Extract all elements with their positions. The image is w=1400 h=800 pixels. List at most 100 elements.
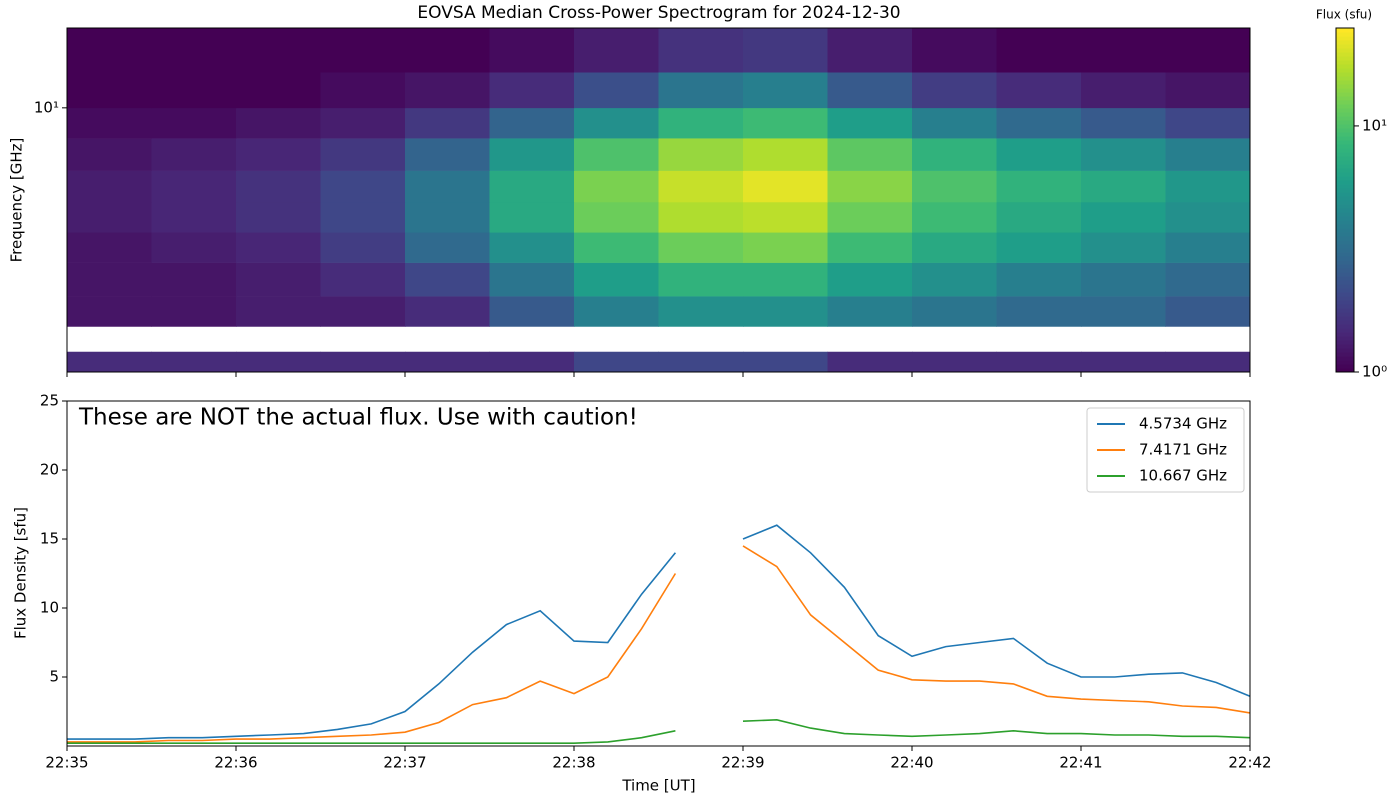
heatmap-cell	[996, 201, 1082, 233]
heatmap-cell	[489, 72, 575, 109]
heatmap-cell	[658, 262, 744, 297]
colorbar-swatch	[1336, 300, 1354, 305]
y-tick-label: 10¹	[34, 98, 59, 116]
colorbar-swatch	[1336, 232, 1354, 237]
colorbar-swatch	[1336, 212, 1354, 217]
heatmap-cell	[489, 351, 575, 373]
heatmap-cell	[912, 201, 997, 233]
y-axis-label: Flux Density [sfu]	[12, 507, 30, 639]
heatmap-cell	[912, 351, 997, 373]
heatmap-cell	[1165, 72, 1251, 109]
x-tick-label: 22:36	[214, 754, 257, 772]
heatmap-cell	[489, 107, 575, 139]
heatmap-cell	[1165, 107, 1251, 139]
colorbar-swatch	[1336, 308, 1354, 313]
heatmap-cell	[320, 170, 406, 203]
heatmap-cell	[996, 232, 1082, 263]
colorbar-swatch	[1336, 288, 1354, 293]
heatmap-cell	[743, 107, 828, 139]
colorbar-swatch	[1336, 204, 1354, 209]
heatmap-cell	[912, 170, 997, 203]
colorbar-tick-label: 10¹	[1362, 116, 1387, 134]
heatmap-cell	[743, 28, 828, 73]
colorbar-swatch	[1336, 276, 1354, 281]
colorbar-swatch	[1336, 152, 1354, 157]
colorbar-swatch	[1336, 280, 1354, 285]
heatmap-cell	[996, 296, 1082, 327]
x-tick-label: 22:41	[1059, 754, 1102, 772]
heatmap-cell	[743, 201, 828, 233]
heatmap-cell	[489, 170, 575, 203]
colorbar-swatch	[1336, 244, 1354, 249]
colorbar-swatch	[1336, 296, 1354, 301]
heatmap-cell	[236, 28, 321, 73]
colorbar-swatch	[1336, 200, 1354, 205]
colorbar-swatch	[1336, 328, 1354, 333]
heatmap-cell	[1165, 170, 1251, 203]
colorbar-swatch	[1336, 340, 1354, 345]
heatmap-cell	[236, 262, 321, 297]
heatmap-cell	[658, 351, 744, 373]
colorbar-swatch	[1336, 272, 1354, 277]
y-tick-label: 15	[40, 530, 59, 548]
heatmap-cell	[320, 138, 406, 171]
heatmap-cell	[405, 28, 490, 73]
colorbar-swatch	[1336, 260, 1354, 265]
colorbar-swatch	[1336, 76, 1354, 81]
colorbar-swatch	[1336, 108, 1354, 113]
heatmap-cell	[658, 107, 744, 139]
heatmap-cell	[1081, 262, 1166, 297]
heatmap-cell	[236, 72, 321, 109]
heatmap-cell	[827, 262, 913, 297]
colorbar-swatch	[1336, 36, 1354, 41]
heatmap-cell	[67, 201, 152, 233]
heatmap-cell	[574, 232, 659, 263]
heatmap-cell	[405, 296, 490, 327]
heatmap-cell	[827, 170, 913, 203]
heatmap-cell	[827, 201, 913, 233]
heatmap-cell	[827, 138, 913, 171]
heatmap-cell	[912, 28, 997, 73]
colorbar-label: Flux (sfu)	[1316, 8, 1372, 22]
y-tick-label: 20	[40, 461, 59, 479]
heatmap-cell	[912, 138, 997, 171]
colorbar-swatch	[1336, 364, 1354, 369]
heatmap-cell	[151, 351, 237, 373]
colorbar-swatch	[1336, 144, 1354, 149]
colorbar-tick-label: 10⁰	[1362, 363, 1387, 381]
heatmap-cell	[912, 262, 997, 297]
heatmap-cell	[151, 201, 237, 233]
colorbar-swatch	[1336, 344, 1354, 349]
colorbar-swatch	[1336, 208, 1354, 213]
heatmap-cell	[320, 201, 406, 233]
legend-label: 10.667 GHz	[1139, 467, 1227, 485]
heatmap-cell	[320, 107, 406, 139]
heatmap-cell	[996, 170, 1082, 203]
y-tick-label: 5	[49, 668, 59, 686]
heatmap-cell	[1081, 351, 1166, 373]
colorbar-swatch	[1336, 312, 1354, 317]
heatmap-cell	[1165, 351, 1251, 373]
heatmap-cell	[1081, 138, 1166, 171]
heatmap-cell	[67, 72, 152, 109]
colorbar-swatch	[1336, 360, 1354, 365]
heatmap-cell	[151, 170, 237, 203]
series-line	[67, 718, 1251, 744]
colorbar-swatch	[1336, 104, 1354, 109]
colorbar-swatch	[1336, 128, 1354, 133]
heatmap-cell	[574, 296, 659, 327]
heatmap-cell	[489, 296, 575, 327]
colorbar-swatch	[1336, 148, 1354, 153]
heatmap-cell	[489, 232, 575, 263]
x-tick-label: 22:40	[890, 754, 933, 772]
heatmap-cell	[151, 138, 237, 171]
heatmap-cell	[405, 232, 490, 263]
colorbar-swatch	[1336, 332, 1354, 337]
colorbar-swatch	[1336, 88, 1354, 93]
heatmap-cell	[912, 107, 997, 139]
colorbar-swatch	[1336, 316, 1354, 321]
colorbar-swatch	[1336, 184, 1354, 189]
heatmap-cell	[67, 107, 152, 139]
colorbar-swatch	[1336, 228, 1354, 233]
heatmap-cell	[320, 296, 406, 327]
